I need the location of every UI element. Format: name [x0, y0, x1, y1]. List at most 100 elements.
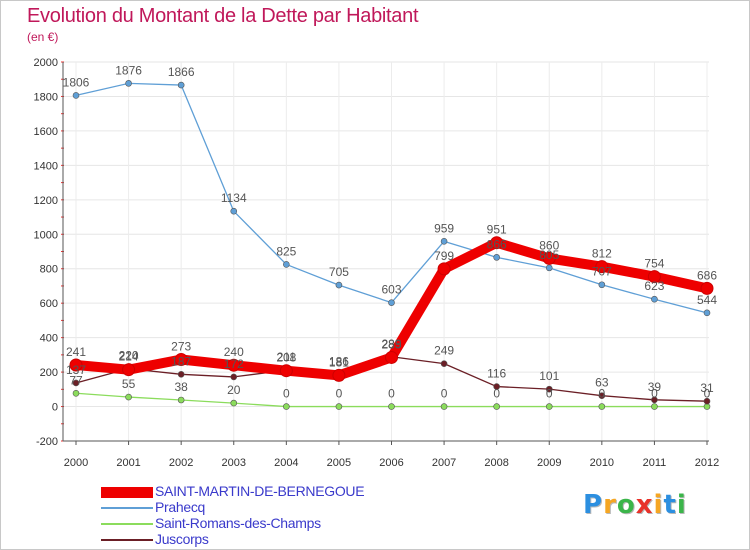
x-tick-label: 2005	[327, 457, 351, 469]
data-point	[72, 379, 80, 387]
legend-label: Prahecq	[155, 499, 206, 515]
data-label: 0	[388, 387, 395, 401]
data-point	[437, 262, 451, 276]
data-label: 805	[539, 248, 559, 262]
data-label: 187	[171, 354, 191, 368]
data-point	[440, 403, 448, 410]
y-tick-label: 200	[40, 367, 58, 379]
data-label: 101	[539, 369, 559, 383]
data-point	[545, 264, 553, 272]
data-point	[493, 403, 500, 410]
data-point	[651, 403, 658, 410]
data-point	[335, 281, 343, 289]
data-point	[651, 295, 658, 303]
data-label: 812	[592, 247, 612, 261]
data-point	[335, 403, 343, 410]
logo-letter: i	[653, 490, 664, 520]
data-point	[598, 392, 606, 399]
data-label: 214	[119, 350, 139, 364]
legend-swatch	[101, 507, 153, 509]
data-label: 172	[224, 357, 244, 371]
data-label: 0	[598, 387, 605, 401]
data-label: 273	[171, 340, 191, 354]
data-point	[177, 396, 185, 404]
x-tick-label: 2011	[643, 457, 667, 469]
logo-letter: t	[663, 490, 677, 520]
data-label: 116	[487, 367, 506, 381]
data-point	[542, 251, 556, 265]
data-point	[177, 81, 185, 89]
data-label: 754	[644, 257, 664, 271]
data-point	[651, 396, 658, 404]
x-tick-label: 2007	[432, 457, 456, 469]
data-point	[493, 383, 500, 390]
legend-swatch	[101, 486, 153, 498]
data-point	[598, 281, 606, 289]
data-point	[595, 260, 609, 274]
data-label: 186	[329, 355, 349, 369]
data-label: 544	[697, 293, 717, 307]
proxiti-logo: Proxiti	[583, 490, 687, 520]
data-point	[230, 373, 238, 381]
x-tick-label: 2001	[116, 457, 140, 469]
data-point	[69, 358, 83, 372]
data-point	[440, 360, 448, 367]
y-tick-label: 800	[40, 264, 58, 276]
data-point	[332, 368, 346, 382]
data-point	[283, 261, 290, 268]
data-label: 0	[441, 387, 448, 401]
data-label: 623	[644, 279, 664, 293]
logo-letter: i	[676, 490, 687, 520]
data-label: 240	[224, 345, 244, 359]
data-label: 0	[546, 387, 553, 401]
y-tick-label: 1400	[34, 160, 58, 172]
data-point	[440, 238, 448, 245]
data-label: 866	[487, 237, 507, 251]
data-point	[227, 358, 241, 372]
data-point	[700, 281, 714, 295]
y-tick-label: 1000	[34, 229, 58, 241]
data-label: 959	[434, 221, 454, 235]
y-tick-label: 600	[40, 298, 58, 310]
data-point	[230, 399, 238, 407]
data-label: 799	[434, 249, 454, 263]
data-point	[703, 309, 711, 317]
data-point	[388, 299, 395, 306]
data-label: 860	[539, 238, 559, 252]
data-point	[388, 403, 395, 410]
data-point	[177, 371, 185, 378]
y-tick-label: 2000	[34, 57, 58, 69]
legend-label: SAINT-MARTIN-DE-BERNEGOUE	[155, 483, 365, 499]
data-label: 181	[329, 355, 349, 369]
data-point	[174, 353, 188, 367]
data-label: 707	[592, 265, 612, 279]
x-tick-label: 2009	[537, 457, 561, 469]
y-tick-label: 0	[52, 402, 58, 414]
data-label: 1866	[168, 65, 195, 79]
data-label: 0	[493, 387, 500, 401]
data-label: 1806	[63, 75, 90, 89]
data-label: 285	[381, 337, 401, 351]
data-point	[385, 350, 398, 364]
data-point	[279, 364, 293, 378]
data-label: 686	[697, 268, 717, 282]
data-label: 241	[66, 345, 86, 359]
y-tick-label: 1200	[34, 195, 58, 207]
logo-letter: r	[603, 490, 617, 520]
data-label: 705	[329, 265, 349, 279]
data-point	[283, 403, 290, 410]
chart-title: Evolution du Montant de la Dette par Hab…	[27, 5, 419, 27]
data-label: 20	[227, 383, 241, 397]
data-label: 211	[277, 350, 296, 364]
data-label: 1134	[221, 191, 247, 205]
y-tick-label: 400	[40, 333, 58, 345]
data-label: 77	[69, 373, 83, 387]
data-label: 603	[381, 283, 401, 297]
data-label: 249	[434, 344, 454, 358]
data-point	[125, 80, 132, 87]
data-point	[122, 363, 136, 377]
data-label: 951	[487, 223, 507, 237]
x-tick-label: 2006	[379, 457, 403, 469]
